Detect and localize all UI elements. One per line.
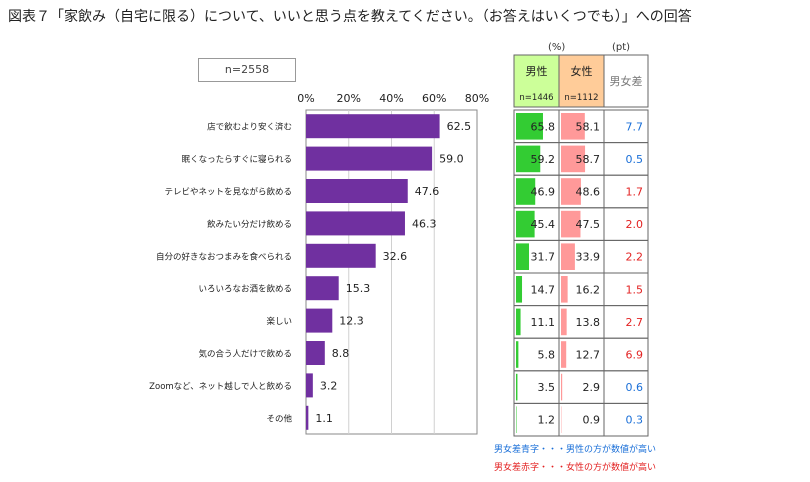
female-value: 48.6 [576,186,601,199]
male-header-cell [513,54,560,108]
category-label: Zoomなど、ネット越しで人と飲める [149,381,292,392]
male-value: 45.4 [531,218,556,231]
female-value: 0.9 [583,414,601,427]
bar [306,341,325,365]
category-label: 気の合う人だけで飲める [198,349,292,360]
female-bar [561,373,563,401]
female-bar [561,276,568,303]
category-label: テレビやネットを見ながら飲める [164,187,292,198]
diff-value: 7.7 [626,120,644,133]
female-bar [561,308,567,336]
bar [306,373,313,398]
female-value: 2.9 [583,381,601,394]
male-value: 3.5 [538,381,556,394]
diff-value: 0.5 [626,153,644,166]
male-value: 5.8 [538,349,556,362]
bar [306,179,408,203]
male-bar [516,145,541,173]
legend-blue: 男女差青字・・・男性の方が数値が高い [494,445,657,455]
table-cell [603,402,649,437]
female-value: 58.1 [576,120,601,133]
male-bar [516,276,523,303]
male-bar [516,373,518,401]
male-bar [516,210,535,238]
male-header-label: 男性 [526,64,548,78]
category-label: 眠くなったらすぐに寝られる [182,154,292,165]
bar [306,211,405,236]
category-label: 楽しい [266,316,292,327]
x-tick-label: 60% [422,92,446,105]
bar-value-label: 15.3 [346,282,371,295]
bar-value-label: 32.6 [383,250,408,263]
legend-red: 男女差赤字・・・女性の方が数値が高い [494,463,657,473]
male-value: 11.1 [531,316,556,329]
female-value: 13.8 [576,316,601,329]
female-value: 12.7 [576,349,601,362]
male-bar [516,308,521,336]
chart-title: 図表７「家飲み（自宅に限る）について、いいと思う点を教えてください。（お答えはい… [8,9,692,25]
female-bar [561,178,581,205]
diff-header-cell [603,54,649,108]
male-value: 65.8 [531,120,556,133]
bar [306,276,339,301]
bar [306,405,309,430]
category-label: 飲みたい分だけ飲める [207,219,292,230]
x-tick-label: 20% [337,92,361,105]
diff-value: 6.9 [626,349,644,362]
bar-value-label: 62.5 [447,120,472,133]
female-n-label: n=1112 [564,93,598,103]
diff-value: 0.3 [626,414,644,427]
male-value: 46.9 [531,186,556,199]
female-bar [561,210,581,238]
female-value: 58.7 [576,153,601,166]
x-tick-label: 40% [379,92,403,105]
male-value: 1.2 [538,414,556,427]
male-bar [516,178,536,205]
female-header-cell [558,54,605,108]
x-tick-label: 80% [465,92,489,105]
female-value: 47.5 [576,218,601,231]
category-label: 自分の好きなおつまみを食べられる [156,251,292,262]
bar-value-label: 12.3 [339,315,364,328]
bar [306,146,433,171]
male-n-label: n=1446 [519,93,553,103]
bar-value-label: 46.3 [412,217,437,230]
bar-value-label: 1.1 [315,412,333,425]
male-bar [516,243,529,270]
category-label: 店で飲むより安く済む [207,122,292,133]
male-value: 31.7 [531,251,556,264]
female-value: 16.2 [576,283,601,296]
bar-value-label: 3.2 [320,379,338,392]
category-label: その他 [266,413,292,424]
female-bar [561,243,575,270]
diff-value: 2.2 [626,251,644,264]
female-bar [561,145,586,173]
male-value: 14.7 [531,283,556,296]
diff-value: 2.7 [626,316,644,329]
diff-header-label: 男女差 [610,74,643,88]
bar [306,243,376,268]
male-bar [516,341,519,368]
bar-value-label: 59.0 [439,153,464,166]
sample-size-box: n=2558 [198,58,296,82]
diff-value: 1.5 [626,283,644,296]
female-bar [561,113,585,140]
female-header-label: 女性 [571,64,593,78]
bar-value-label: 47.6 [415,185,440,198]
female-value: 33.9 [576,251,601,264]
diff-value: 0.6 [626,381,644,394]
percent-unit-label: (%) [548,42,566,53]
x-tick-label: 0% [297,92,314,105]
diff-value: 1.7 [626,186,644,199]
category-label: いろいろなお酒を飲める [198,284,292,295]
pt-unit-label: (pt) [612,42,631,53]
bar [306,308,333,333]
male-bar [516,113,543,140]
bar-value-label: 8.8 [332,347,350,360]
female-bar [561,341,567,368]
bar [306,114,440,139]
diff-value: 2.0 [626,218,644,231]
male-value: 59.2 [531,153,556,166]
